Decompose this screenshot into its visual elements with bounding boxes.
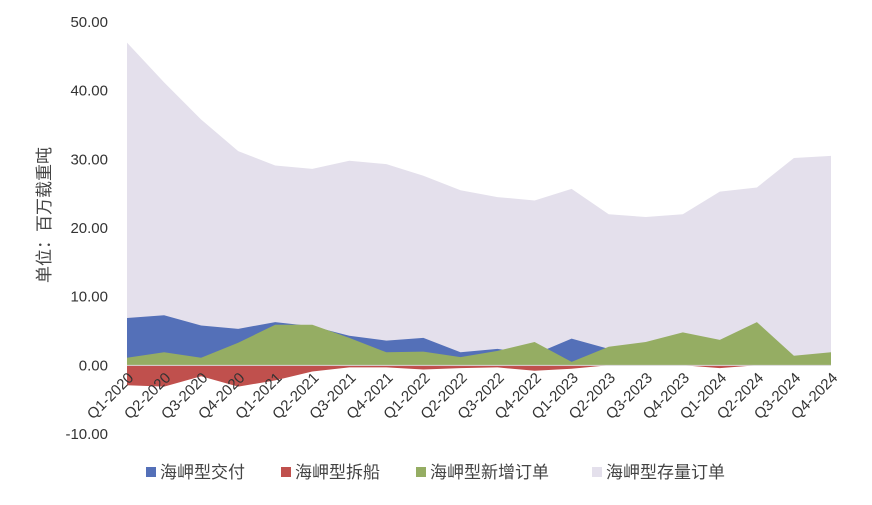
y-tick-label: 10.00: [70, 289, 108, 306]
y-tick-label: 0.00: [79, 357, 108, 374]
legend-swatch: [416, 467, 426, 477]
legend-label: 海岬型拆船: [295, 463, 380, 483]
legend-label: 海岬型交付: [160, 463, 245, 483]
legend-label: 海岬型新增订单: [430, 463, 549, 483]
y-axis-ticks: -10.00 0.00 10.00 20.00 30.00 40.00 50.00: [65, 14, 108, 443]
y-tick-label: 50.00: [70, 14, 108, 31]
area-series-0: [127, 42, 831, 366]
y-tick-label: 30.00: [70, 151, 108, 168]
legend-label: 海岬型存量订单: [606, 463, 725, 483]
y-tick-label: 20.00: [70, 220, 108, 237]
legend-swatch: [146, 467, 156, 477]
legend-swatch: [592, 467, 602, 477]
y-tick-label: 40.00: [70, 83, 108, 100]
series-areas: [127, 42, 831, 387]
x-axis-ticks: Q1-2020Q2-2020Q3-2020Q4-2020Q1-2021Q2-20…: [84, 370, 841, 423]
y-axis-label: 单位：百万载重吨: [35, 147, 55, 283]
y-tick-label: -10.00: [65, 426, 108, 443]
legend: 海岬型交付 海岬型拆船 海岬型新增订单 海岬型存量订单: [146, 463, 725, 483]
area-series-3: [127, 365, 831, 387]
legend-swatch: [281, 467, 291, 477]
area-series-2: [127, 322, 831, 366]
